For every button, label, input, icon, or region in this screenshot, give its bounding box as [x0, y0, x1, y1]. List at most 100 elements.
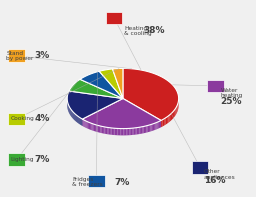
- Polygon shape: [171, 113, 172, 121]
- FancyBboxPatch shape: [192, 161, 208, 174]
- Text: 3%: 3%: [34, 51, 50, 60]
- Polygon shape: [82, 119, 83, 126]
- Polygon shape: [164, 118, 166, 125]
- Polygon shape: [92, 124, 94, 131]
- Polygon shape: [100, 126, 102, 133]
- Polygon shape: [113, 128, 114, 135]
- Polygon shape: [149, 125, 150, 132]
- Polygon shape: [74, 113, 75, 121]
- Polygon shape: [83, 120, 84, 127]
- Text: 7%: 7%: [114, 177, 130, 187]
- Text: Stand
by power: Stand by power: [6, 51, 34, 61]
- Polygon shape: [102, 126, 103, 133]
- Polygon shape: [107, 127, 109, 134]
- Polygon shape: [81, 118, 82, 125]
- Text: Cooking: Cooking: [10, 116, 34, 121]
- Polygon shape: [89, 122, 90, 130]
- Polygon shape: [91, 123, 92, 131]
- Polygon shape: [80, 71, 123, 98]
- Polygon shape: [69, 107, 70, 114]
- Polygon shape: [80, 118, 81, 125]
- Text: 16%: 16%: [204, 176, 226, 185]
- Polygon shape: [82, 98, 161, 129]
- Polygon shape: [140, 127, 141, 134]
- Polygon shape: [131, 128, 132, 135]
- Polygon shape: [123, 68, 179, 120]
- Polygon shape: [84, 120, 86, 128]
- Polygon shape: [174, 109, 175, 117]
- Polygon shape: [120, 129, 122, 135]
- Polygon shape: [67, 91, 123, 119]
- Polygon shape: [152, 124, 153, 131]
- Polygon shape: [141, 127, 142, 134]
- Polygon shape: [78, 116, 79, 124]
- Polygon shape: [114, 128, 116, 135]
- Polygon shape: [142, 126, 144, 134]
- Polygon shape: [112, 128, 113, 135]
- Polygon shape: [90, 123, 91, 130]
- Polygon shape: [135, 128, 137, 135]
- Polygon shape: [177, 104, 178, 112]
- Polygon shape: [106, 127, 107, 134]
- Polygon shape: [156, 122, 158, 129]
- Polygon shape: [77, 115, 78, 123]
- Polygon shape: [71, 110, 72, 117]
- Polygon shape: [146, 125, 148, 133]
- Text: 38%: 38%: [143, 26, 165, 35]
- Polygon shape: [168, 115, 170, 123]
- Polygon shape: [70, 109, 71, 116]
- Polygon shape: [69, 79, 123, 98]
- Polygon shape: [125, 129, 126, 135]
- Polygon shape: [122, 129, 123, 135]
- Polygon shape: [126, 128, 128, 135]
- Polygon shape: [75, 114, 76, 121]
- Polygon shape: [166, 117, 167, 125]
- Polygon shape: [94, 124, 95, 131]
- Polygon shape: [132, 128, 134, 135]
- Polygon shape: [172, 112, 173, 120]
- Polygon shape: [73, 112, 74, 120]
- Polygon shape: [173, 111, 174, 118]
- Text: Water
heating: Water heating: [220, 88, 243, 98]
- Polygon shape: [110, 128, 112, 135]
- FancyBboxPatch shape: [106, 12, 122, 24]
- Polygon shape: [160, 120, 161, 128]
- Polygon shape: [150, 124, 152, 132]
- FancyBboxPatch shape: [8, 49, 25, 62]
- Polygon shape: [145, 126, 146, 133]
- Polygon shape: [72, 111, 73, 118]
- Polygon shape: [96, 125, 98, 132]
- FancyBboxPatch shape: [88, 175, 105, 187]
- Polygon shape: [112, 68, 123, 98]
- Text: 25%: 25%: [220, 97, 242, 106]
- Polygon shape: [167, 116, 168, 124]
- Polygon shape: [154, 123, 155, 130]
- Polygon shape: [138, 127, 140, 134]
- Polygon shape: [129, 128, 131, 135]
- Polygon shape: [119, 128, 120, 135]
- Polygon shape: [95, 125, 96, 132]
- Polygon shape: [104, 127, 106, 134]
- Text: Heating
& cooling: Heating & cooling: [124, 26, 152, 36]
- FancyBboxPatch shape: [8, 153, 25, 166]
- Polygon shape: [79, 117, 80, 124]
- Text: Lighting: Lighting: [10, 157, 34, 162]
- Polygon shape: [123, 129, 125, 135]
- Polygon shape: [170, 114, 171, 122]
- Text: Fridges
& freezers: Fridges & freezers: [72, 177, 103, 187]
- Polygon shape: [134, 128, 135, 135]
- Polygon shape: [116, 128, 118, 135]
- Polygon shape: [88, 122, 89, 129]
- Polygon shape: [86, 121, 87, 128]
- Polygon shape: [175, 108, 176, 116]
- Polygon shape: [137, 127, 138, 135]
- Text: 4%: 4%: [34, 114, 50, 123]
- Polygon shape: [103, 127, 104, 134]
- Polygon shape: [148, 125, 149, 132]
- FancyBboxPatch shape: [8, 112, 25, 125]
- Text: Other
appliances: Other appliances: [204, 169, 236, 180]
- Polygon shape: [176, 106, 177, 114]
- Polygon shape: [144, 126, 145, 133]
- Polygon shape: [155, 123, 156, 130]
- Polygon shape: [118, 128, 119, 135]
